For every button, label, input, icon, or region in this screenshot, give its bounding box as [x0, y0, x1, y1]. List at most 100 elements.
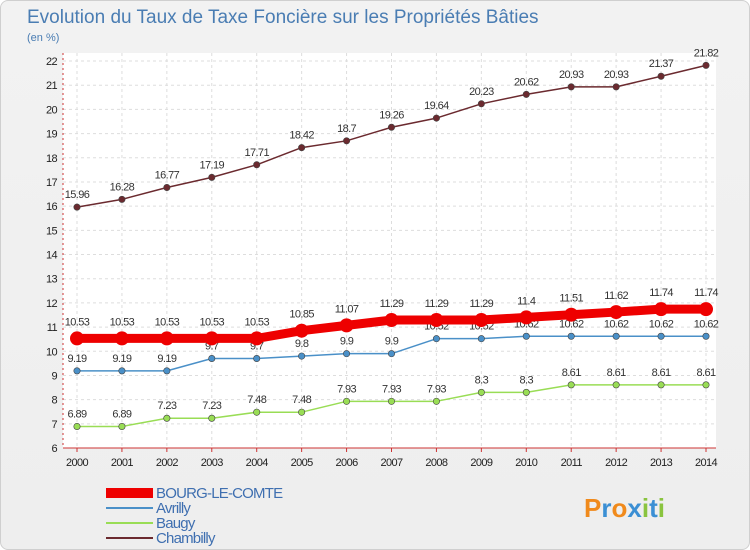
- data-label: 9.19: [112, 353, 131, 365]
- data-label: 10.62: [694, 318, 719, 330]
- logo-letter: t: [649, 493, 658, 523]
- data-point: [612, 332, 620, 340]
- y-tick-label: 8: [51, 395, 57, 407]
- data-point: [298, 144, 306, 152]
- data-label: 8.3: [520, 374, 534, 386]
- data-label: 10.62: [649, 318, 674, 330]
- data-label: 18.42: [289, 130, 314, 142]
- data-label: 9.9: [385, 336, 399, 348]
- data-label: 21.37: [649, 58, 674, 70]
- data-label: 10.53: [155, 316, 180, 328]
- data-point: [522, 388, 530, 396]
- data-point: [163, 367, 171, 375]
- data-label: 7.93: [337, 383, 356, 395]
- y-tick-label: 12: [46, 298, 58, 310]
- data-point: [432, 335, 440, 343]
- data-label: 17.71: [244, 147, 269, 159]
- data-point: [567, 332, 575, 340]
- y-tick-label: 10: [46, 346, 58, 358]
- data-point: [522, 332, 530, 340]
- data-point: [343, 350, 351, 358]
- data-label: 11.29: [425, 298, 449, 310]
- data-label: 9.19: [67, 353, 86, 365]
- data-label: 15.96: [65, 189, 90, 201]
- data-label: 11.74: [694, 287, 718, 299]
- data-label: 10.53: [65, 316, 90, 328]
- data-point: [208, 173, 216, 181]
- y-tick-label: 18: [46, 153, 58, 165]
- y-tick-label: 16: [46, 201, 58, 213]
- x-tick-label: 2000: [66, 457, 89, 469]
- x-tick-label: 2008: [425, 457, 448, 469]
- series-chambilly: 15.96 16.28 16.77 17.19 17.71 18.42 18.7 19.26 1…: [65, 47, 719, 211]
- data-label: 18.7: [337, 123, 356, 135]
- data-label: 6.89: [67, 408, 86, 420]
- data-point: [249, 331, 264, 346]
- x-tick-label: 2003: [201, 457, 224, 469]
- x-tick-label: 2006: [336, 457, 359, 469]
- x-tick-label: 2012: [605, 457, 628, 469]
- data-point: [522, 90, 530, 98]
- data-label: 16.77: [155, 170, 180, 182]
- data-point: [657, 72, 665, 80]
- series-layer: 9.199.199.199.79.79.89.99.910.5210.5210.…: [65, 47, 719, 430]
- data-point: [159, 331, 174, 346]
- y-axis-unit-label: (en %): [27, 32, 59, 44]
- data-point: [208, 355, 216, 363]
- x-tick-label: 2011: [561, 457, 583, 469]
- data-label: 17.19: [200, 159, 225, 171]
- data-label: 8.61: [696, 367, 715, 379]
- logo-letter: o: [611, 493, 627, 523]
- data-point: [699, 302, 713, 317]
- logo-letter: x: [627, 493, 642, 523]
- data-point: [387, 397, 395, 405]
- y-tick-label: 15: [46, 225, 58, 237]
- data-point: [567, 83, 575, 91]
- data-label: 6.89: [112, 408, 131, 420]
- data-label: 20.93: [604, 69, 629, 81]
- data-label: 11.07: [335, 303, 359, 315]
- y-tick-label: 6: [51, 443, 57, 455]
- data-point: [429, 313, 444, 328]
- data-label: 10.62: [559, 318, 584, 330]
- data-point: [657, 332, 665, 340]
- logo-letter: P: [584, 493, 601, 523]
- logo-letter: i: [658, 493, 665, 523]
- chart-title: Evolution du Taux de Taxe Foncière sur l…: [27, 7, 539, 28]
- x-tick-label: 2004: [246, 457, 269, 469]
- data-point: [118, 195, 126, 203]
- y-tick-label: 7: [51, 419, 57, 431]
- y-tick-label: 22: [46, 56, 58, 68]
- data-point: [702, 332, 710, 340]
- data-label: 11.29: [380, 298, 404, 310]
- legend-label-baugy: Baugy: [156, 515, 196, 532]
- data-point: [253, 355, 261, 363]
- data-label: 9.19: [157, 353, 176, 365]
- proxiti-wordmark: Proxiti: [584, 493, 665, 523]
- y-tick-label: 14: [46, 250, 58, 262]
- data-label: 20.62: [514, 76, 539, 88]
- data-point: [294, 323, 309, 338]
- data-label: 10.53: [110, 316, 135, 328]
- data-label: 10.62: [604, 318, 629, 330]
- legend-label-bourg-le-comte: BOURG-LE-COMTE: [156, 485, 283, 502]
- data-point: [612, 381, 620, 389]
- y-tick-label: 11: [47, 322, 58, 334]
- proxiti-logo: Proxiti: [584, 493, 665, 523]
- data-point: [432, 114, 440, 122]
- data-label: 8.3: [475, 374, 489, 386]
- data-point: [343, 397, 351, 405]
- data-label: 20.23: [469, 86, 494, 98]
- data-label: 8.61: [562, 367, 581, 379]
- series-bourg-le-comte: 10.53 10.53 10.53 10.53 10.53 10.85 11.07 11.29…: [65, 287, 719, 346]
- data-point: [519, 310, 534, 325]
- data-point: [564, 307, 579, 322]
- series-baugy: 6.89 6.89 7.23 7.23 7.48 7.48 7.93 7.93 7.93 8.3 8…: [67, 367, 717, 430]
- data-point: [73, 367, 81, 375]
- data-point: [114, 331, 129, 346]
- data-point: [70, 331, 84, 346]
- logo-letter: i: [642, 493, 649, 523]
- logo-letter: r: [601, 493, 611, 523]
